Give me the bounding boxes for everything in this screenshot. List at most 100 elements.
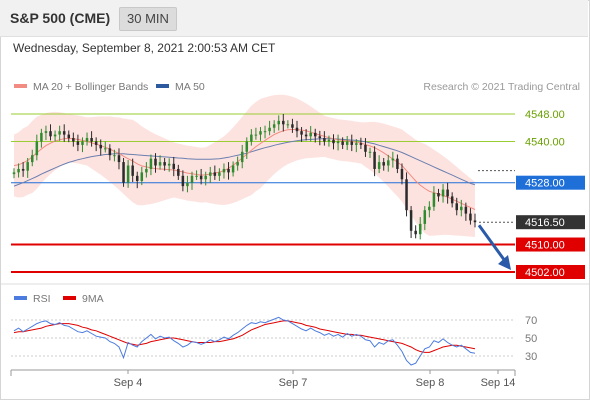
candle (391, 151, 395, 168)
time-axis: Sep 4 Sep 7 Sep 8 Sep 14 (10, 369, 516, 389)
candle (277, 115, 280, 131)
time-tick-label: Sep 4 (114, 377, 143, 389)
candle (341, 137, 344, 150)
instrument-title: S&P 500 (CME) (10, 10, 111, 26)
candle (373, 146, 376, 177)
level-tag-3 (516, 215, 585, 230)
candle (227, 162, 230, 180)
candle (209, 166, 212, 184)
candle (94, 137, 98, 152)
candle (313, 128, 317, 143)
candle (359, 137, 363, 150)
candle (469, 208, 472, 225)
candle (350, 134, 354, 152)
candle (268, 120, 271, 136)
candle (414, 225, 417, 239)
candle (131, 158, 134, 183)
candle (304, 129, 308, 141)
candle (76, 134, 80, 152)
candle (300, 127, 303, 142)
timestamp: Wednesday, September 8, 2021 2:00:53 AM … (13, 41, 276, 55)
level-tag-5 (516, 265, 585, 279)
candlestick-layer (12, 114, 477, 240)
candle (355, 139, 358, 153)
candle (67, 130, 71, 143)
candle (396, 154, 399, 174)
candle (62, 124, 66, 142)
candle (21, 162, 25, 177)
candle (327, 135, 331, 147)
candle (441, 184, 445, 203)
header-bar: S&P 500 (CME) 30 MIN (0, 0, 588, 37)
legend-label-ma50: MA 50 (175, 81, 205, 93)
time-tick-label: Sep 14 (481, 377, 516, 389)
candle (231, 161, 235, 177)
candle (35, 134, 39, 161)
candle (245, 137, 249, 159)
candle (140, 166, 144, 186)
candle (163, 157, 166, 171)
legend-swatch-ma20 (14, 84, 27, 88)
candle (332, 134, 335, 150)
level-tag-4 (516, 237, 585, 252)
candle (44, 125, 48, 141)
candle (423, 206, 427, 231)
main-legend: MA 20 + Bollinger Bands MA 50 Research ©… (14, 81, 580, 93)
candle (181, 170, 185, 192)
candle (145, 162, 148, 178)
timeframe-badge[interactable]: 30 MIN (119, 7, 177, 31)
level-tag-2 (516, 175, 585, 190)
candle (135, 171, 139, 189)
candle (126, 160, 130, 188)
legend-swatch-9ma (63, 296, 76, 300)
candle (40, 128, 43, 148)
rsi-legend: RSI 9MA (14, 293, 104, 305)
candle (377, 155, 381, 174)
candle (418, 217, 422, 240)
candle (213, 165, 217, 180)
candle (190, 171, 194, 190)
legend-swatch-rsi (14, 296, 27, 300)
legend-label-ma20: MA 20 + Bollinger Bands (33, 81, 148, 93)
candle (222, 163, 226, 179)
rsi-panel: 70 50 30 (11, 315, 537, 366)
candle (12, 168, 16, 179)
candle (26, 157, 29, 178)
candle (382, 157, 385, 171)
candle (122, 157, 125, 187)
candle (108, 144, 112, 161)
candle (323, 131, 326, 146)
candle (199, 168, 203, 185)
candle (104, 141, 107, 153)
price-panel: 4548.00 4540.00 4528.00 4516.50 4510.00 4502.… (11, 94, 585, 279)
candle (31, 149, 34, 167)
candle (455, 197, 458, 216)
candle (318, 130, 322, 146)
legend-label-9ma: 9MA (82, 293, 104, 305)
candle (432, 186, 436, 211)
candle (172, 156, 176, 177)
candle (286, 120, 290, 129)
candle (195, 170, 198, 180)
candle (53, 130, 57, 142)
rsi-tick-label: 30 (525, 351, 537, 363)
candle (464, 202, 468, 221)
candle (236, 156, 239, 171)
candle (259, 127, 262, 141)
rsi-tick-label: 70 (525, 315, 537, 327)
legend-label-rsi: RSI (33, 293, 51, 305)
candle (291, 118, 294, 133)
candle (81, 137, 84, 153)
candle (177, 164, 180, 180)
candle (446, 182, 449, 204)
candle (309, 126, 312, 142)
time-tick-label: Sep 8 (416, 377, 445, 389)
rsi-series-9ma (13, 320, 476, 353)
candle (405, 172, 408, 217)
candle (336, 134, 340, 151)
bollinger-band (14, 94, 475, 237)
rsi-tick-label: 50 (525, 333, 537, 345)
candle (204, 171, 207, 186)
candle (218, 168, 221, 181)
